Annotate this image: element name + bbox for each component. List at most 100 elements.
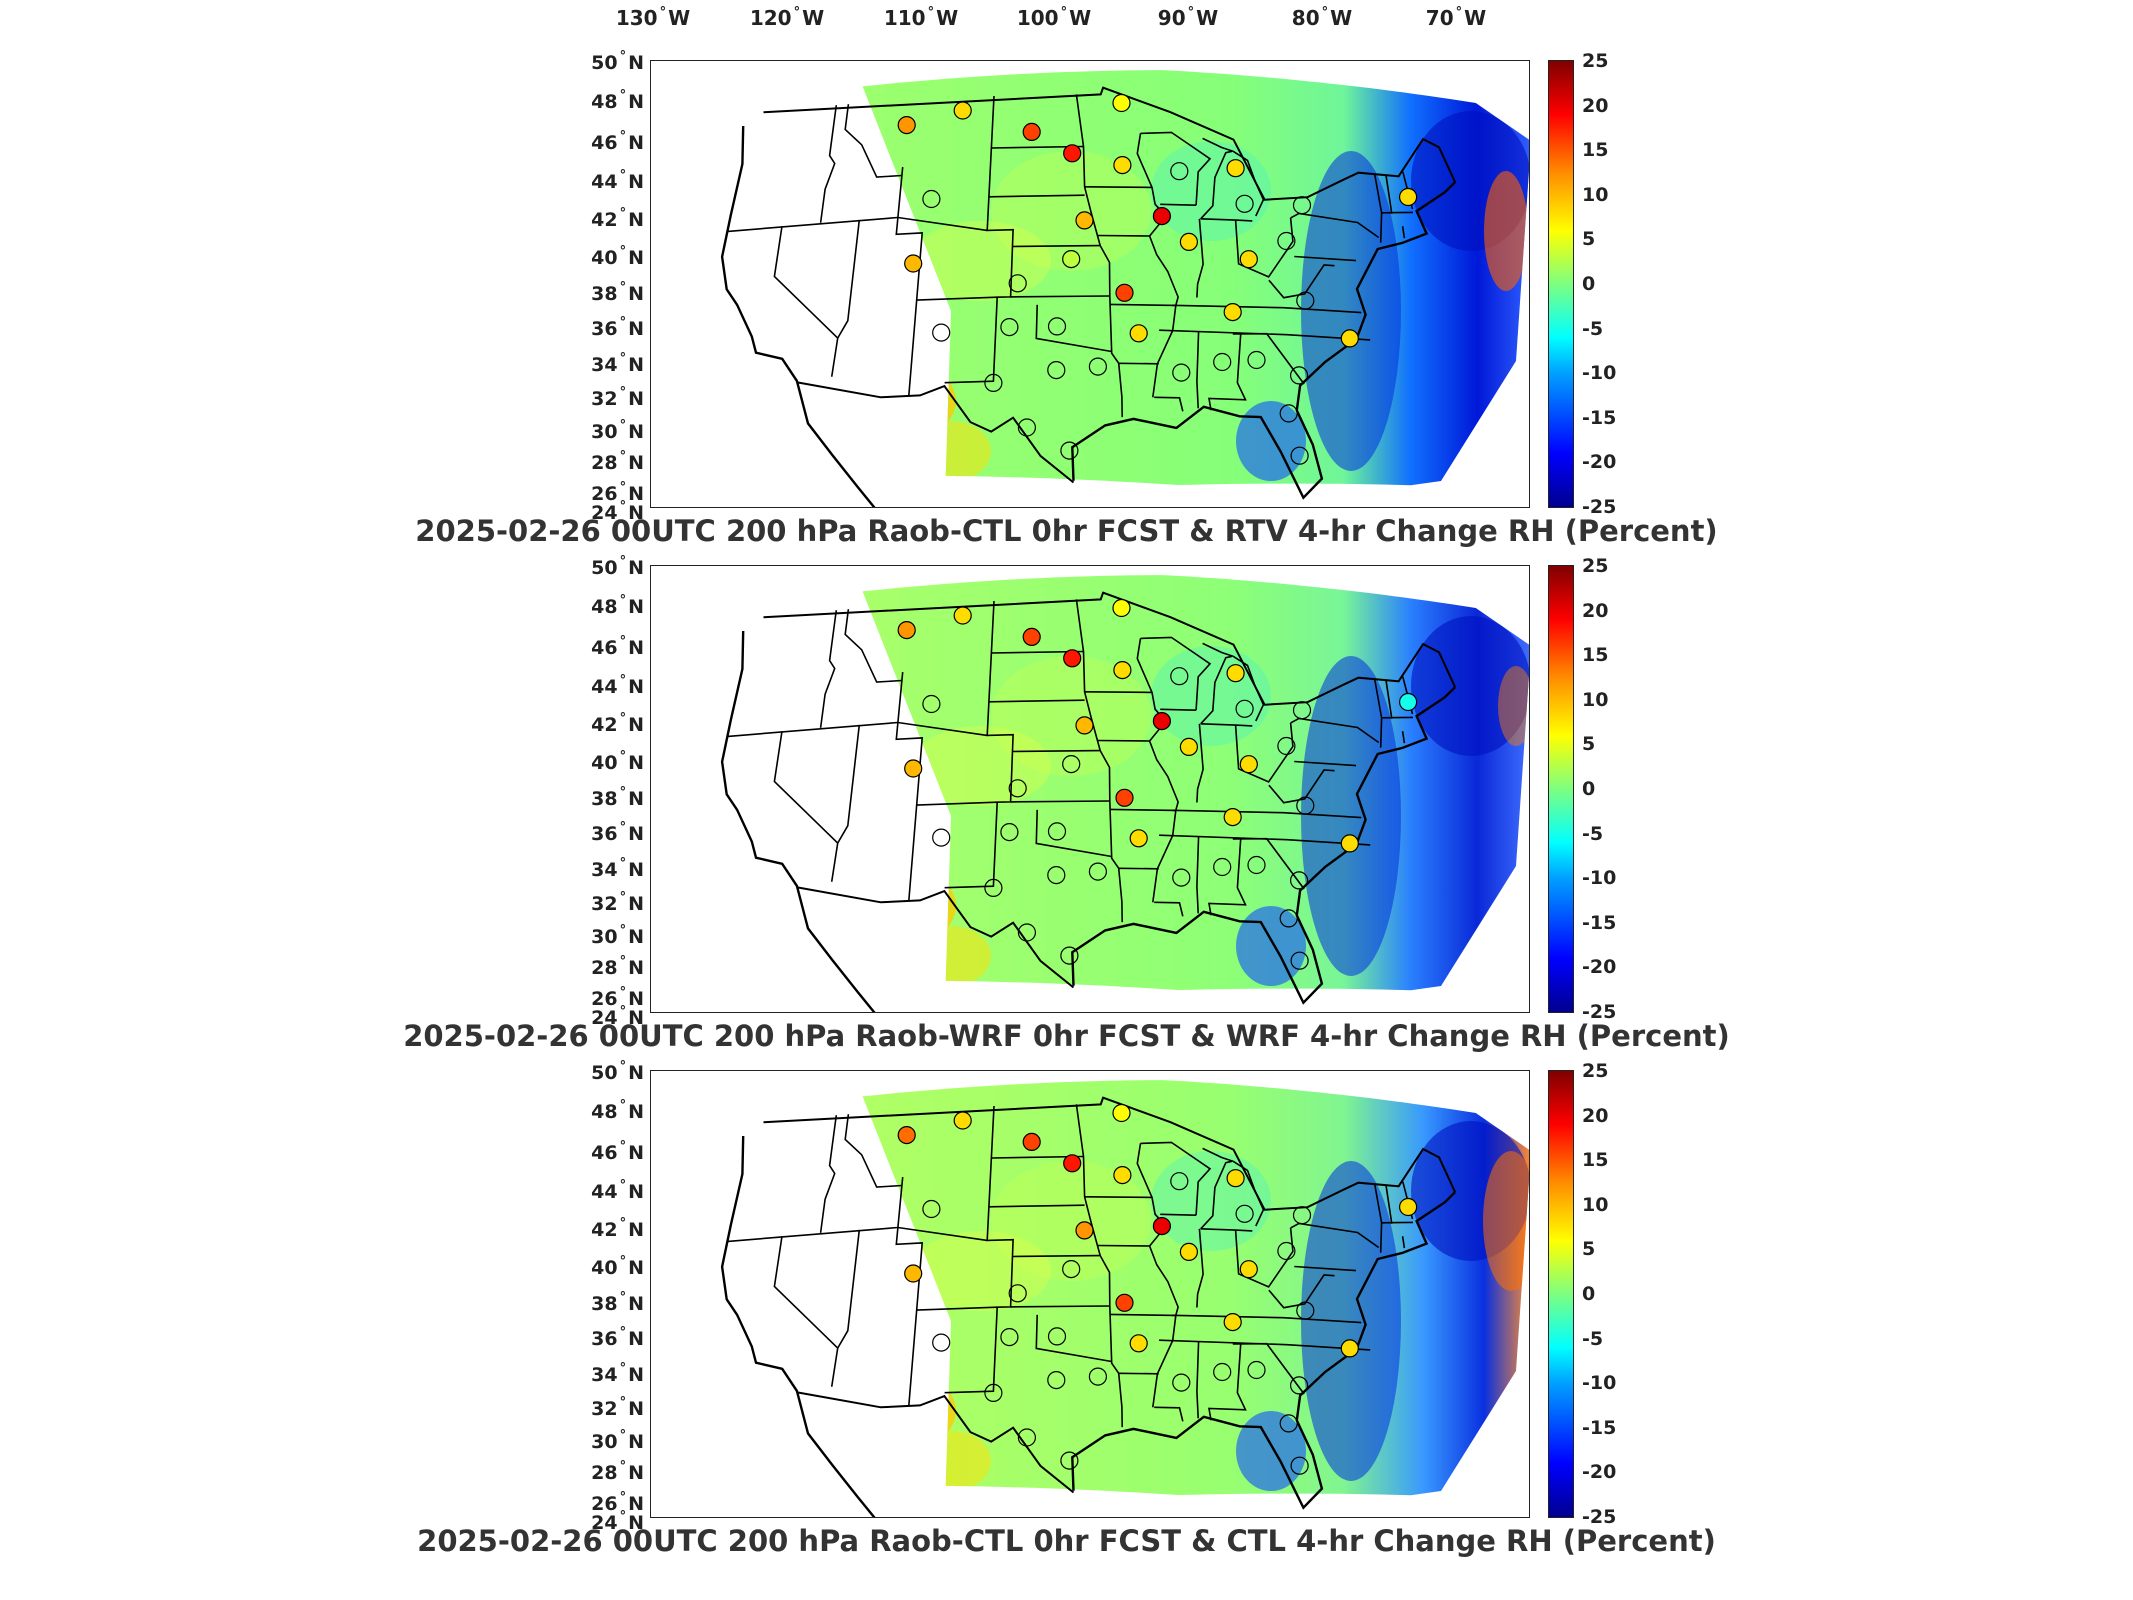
latitude-label: 40 ° N xyxy=(582,244,644,269)
raob-station-marker xyxy=(1152,712,1171,731)
raob-station-marker xyxy=(1063,144,1082,163)
raob-station-marker xyxy=(1152,207,1171,226)
degree-symbol: ° xyxy=(619,593,627,608)
state-border xyxy=(1234,1227,1294,1288)
latitude-label: 42 ° N xyxy=(582,1216,644,1241)
latitude-value: 50 xyxy=(591,1062,618,1084)
state-border xyxy=(1385,174,1393,214)
latitude-value: 48 xyxy=(591,596,618,618)
map-canvas xyxy=(720,1080,1529,1517)
latitude-label: 38 ° N xyxy=(582,1290,644,1315)
state-border xyxy=(988,1204,1085,1208)
latitude-value: 30 xyxy=(591,926,618,948)
latitude-value: 46 xyxy=(591,1142,618,1164)
raob-station-marker xyxy=(1226,1169,1245,1188)
state-border xyxy=(1232,837,1305,890)
field-blob xyxy=(1151,1151,1271,1251)
raob-station-marker xyxy=(1170,162,1189,181)
hemisphere-letter: W xyxy=(1330,6,1353,30)
state-border xyxy=(1196,723,1204,803)
state-border xyxy=(1075,94,1123,418)
raob-station-marker xyxy=(1277,1241,1296,1261)
raob-station-marker xyxy=(1115,788,1134,807)
state-border xyxy=(1290,212,1380,239)
latitude-label: 46 ° N xyxy=(582,129,644,154)
degree-symbol: ° xyxy=(619,480,627,495)
latitude-value: 50 xyxy=(591,557,618,579)
state-border xyxy=(1171,304,1362,314)
state-border xyxy=(1294,1265,1357,1272)
hemisphere-letter: N xyxy=(628,209,644,231)
longitude-label: 70 ° W xyxy=(1426,5,1487,30)
raob-station-marker xyxy=(1290,446,1309,465)
state-border xyxy=(1202,1147,1265,1227)
canada-border xyxy=(763,591,1457,706)
latitude-value: 24 xyxy=(591,1512,618,1534)
west-coastline xyxy=(720,125,876,507)
state-border xyxy=(988,194,1085,198)
state-border xyxy=(1401,1236,1406,1249)
state-border xyxy=(1290,717,1380,744)
field-blob xyxy=(911,926,991,986)
latitude-value: 46 xyxy=(591,132,618,154)
hemisphere-letter: W xyxy=(1196,6,1219,30)
hemisphere-letter: N xyxy=(628,714,644,736)
raob-station-marker xyxy=(1289,1376,1309,1395)
field-blob xyxy=(911,1431,991,1491)
field-blob xyxy=(1236,906,1306,986)
raob-station-marker xyxy=(1172,363,1191,382)
raob-station-marker xyxy=(1296,291,1315,310)
raob-station-marker xyxy=(1113,660,1132,680)
latitude-label: 34 ° N xyxy=(582,351,644,376)
raob-station-marker xyxy=(1017,923,1036,942)
raob-station-marker xyxy=(1062,1260,1081,1279)
state-border xyxy=(895,1177,924,1406)
raob-station-marker xyxy=(1289,871,1309,890)
colorbar-tick-label: -5 xyxy=(1582,1327,1604,1350)
hemisphere-letter: N xyxy=(628,1257,644,1279)
colorbar-tick-label: -10 xyxy=(1582,867,1617,890)
degree-symbol: ° xyxy=(619,315,627,330)
colorbar-tick-label: 10 xyxy=(1582,1193,1609,1216)
state-border xyxy=(916,1306,998,1311)
raob-station-marker xyxy=(1277,231,1296,251)
hemisphere-letter: N xyxy=(628,788,644,810)
latitude-label: 38 ° N xyxy=(582,785,644,810)
hemisphere-letter: W xyxy=(936,6,959,30)
raob-station-marker xyxy=(1223,808,1242,827)
raob-station-marker xyxy=(1060,1451,1079,1470)
latitude-label: 44 ° N xyxy=(582,1178,644,1203)
colorbar-tick-label: 20 xyxy=(1582,1104,1609,1127)
raob-station-marker xyxy=(1296,1301,1315,1320)
latitude-value: 38 xyxy=(591,1293,618,1315)
raob-station-marker xyxy=(1000,318,1019,337)
hemisphere-letter: N xyxy=(628,752,644,774)
raob-station-marker xyxy=(897,115,916,135)
latitude-label: 36 ° N xyxy=(582,820,644,845)
latitude-label: 26 ° N xyxy=(582,1490,644,1515)
boundaries xyxy=(720,1096,1457,1517)
longitude-value: 90 xyxy=(1157,6,1186,30)
raob-station-marker xyxy=(1226,159,1245,178)
raob-station-marker xyxy=(932,323,951,342)
state-border xyxy=(1196,1341,1200,1419)
latitude-value: 36 xyxy=(591,823,618,845)
raob-station-marker xyxy=(1223,1313,1242,1332)
hemisphere-letter: W xyxy=(1464,6,1487,30)
hemisphere-letter: N xyxy=(628,1398,644,1420)
mexico-border xyxy=(797,886,1075,989)
latitude-label: 36 ° N xyxy=(582,1325,644,1350)
raob-station-marker xyxy=(1113,155,1132,175)
degree-symbol: ° xyxy=(619,1254,627,1269)
raob-station-marker xyxy=(1047,1327,1067,1346)
raob-station-marker xyxy=(1235,699,1254,718)
state-border xyxy=(1208,1342,1247,1421)
state-border xyxy=(844,1114,902,1188)
degree-symbol: ° xyxy=(619,890,627,905)
latitude-value: 44 xyxy=(591,676,618,698)
raob-station-marker xyxy=(984,878,1003,897)
latitude-value: 26 xyxy=(591,1493,618,1515)
colorbar-tick-label: 25 xyxy=(1582,1060,1609,1082)
latitude-label: 50 ° N xyxy=(582,1059,644,1084)
latitude-label: 28 ° N xyxy=(582,1459,644,1484)
